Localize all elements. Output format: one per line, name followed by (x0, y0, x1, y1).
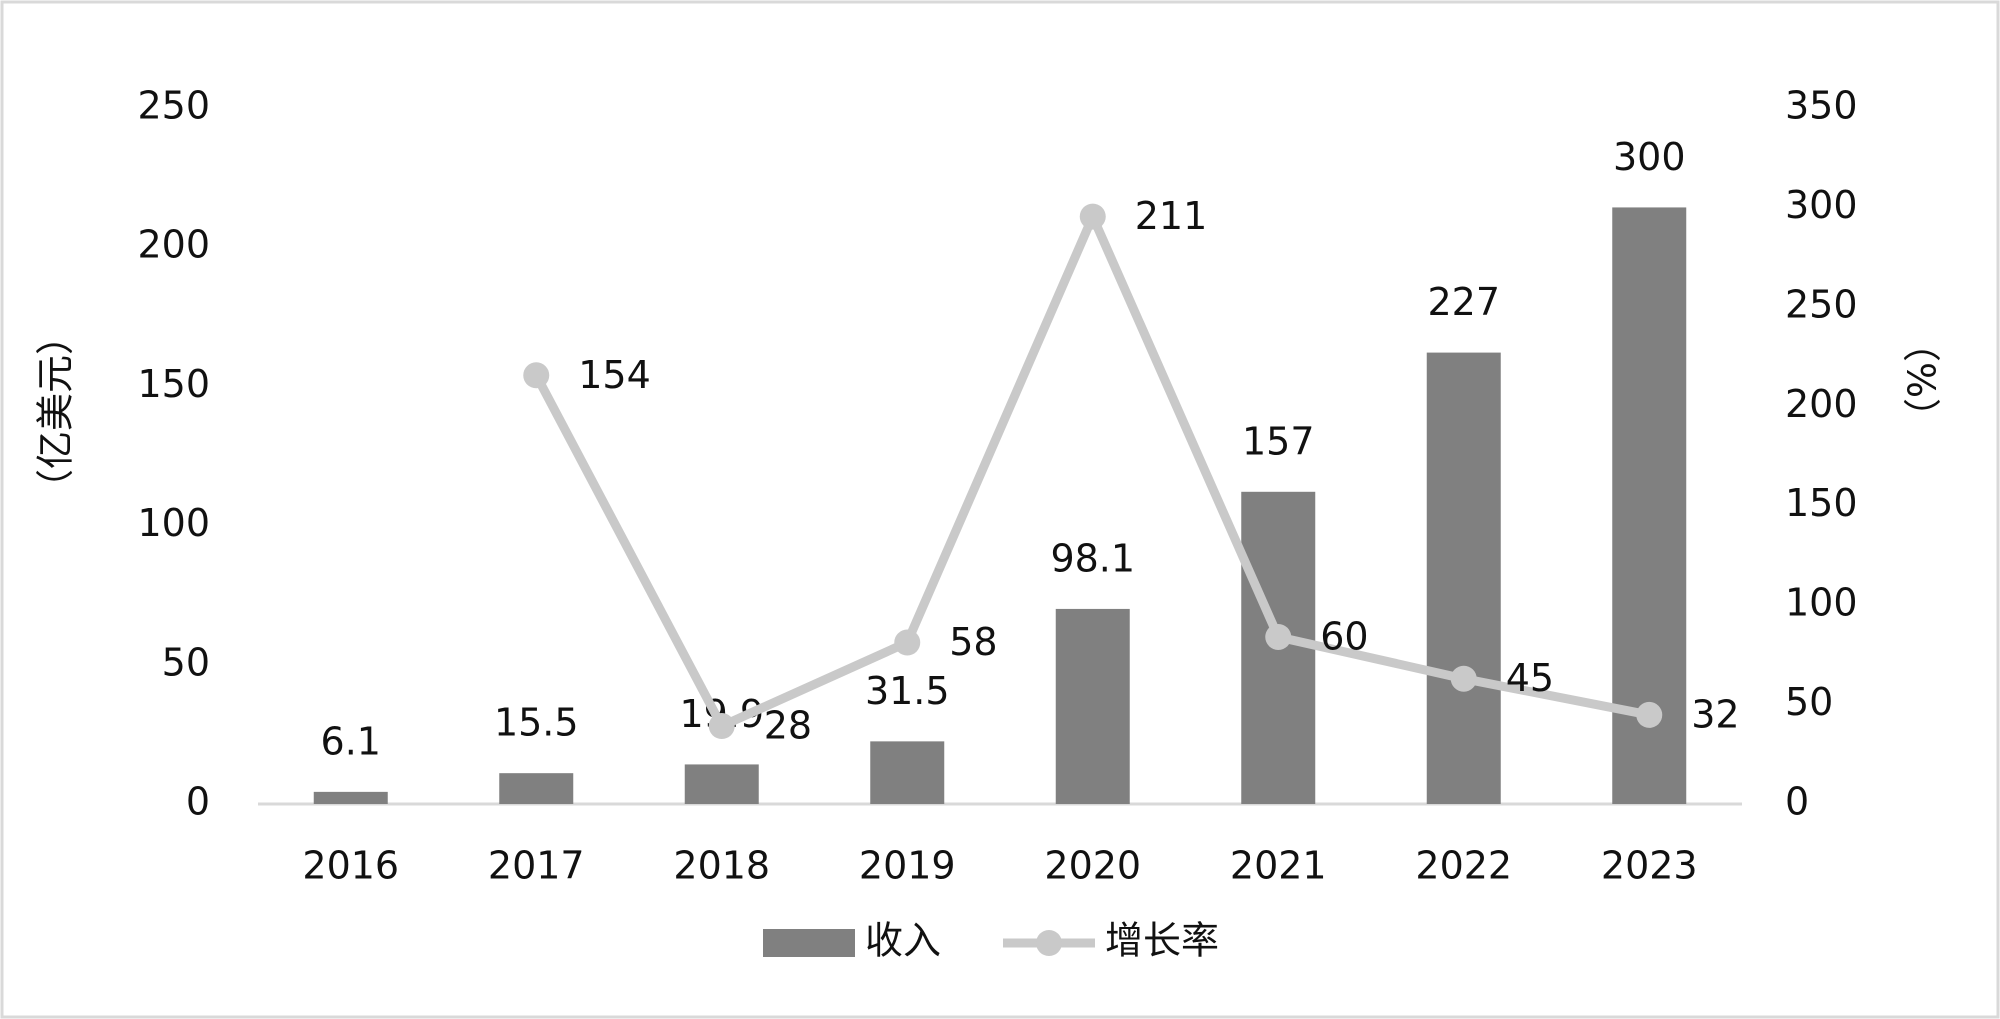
bar (499, 773, 574, 804)
line-marker (894, 629, 921, 656)
line-value-label: 58 (949, 620, 997, 664)
bar-value-label: 227 (1427, 280, 1500, 324)
bar-value-label: 15.5 (494, 701, 579, 745)
legend-label: 增长率 (1105, 919, 1219, 963)
y-tick-label: 200 (137, 223, 210, 267)
bar (313, 791, 388, 804)
bar-value-label: 300 (1613, 135, 1686, 179)
line-marker (1265, 623, 1292, 650)
y2-tick-label: 150 (1785, 481, 1858, 525)
y-axis-title: （亿美元） (34, 317, 78, 507)
line-marker (523, 362, 550, 389)
x-tick-label: 2017 (488, 844, 585, 888)
y2-tick-label: 250 (1785, 282, 1858, 326)
y2-tick-label: 50 (1785, 680, 1833, 724)
bar-value-label: 98.1 (1050, 536, 1135, 580)
line-marker (708, 713, 735, 740)
bar-value-label: 31.5 (865, 669, 950, 713)
bar (1055, 608, 1130, 804)
y2-tick-label: 350 (1785, 84, 1858, 128)
line-marker (1079, 203, 1106, 230)
y-tick-label: 150 (137, 362, 210, 406)
bar (870, 741, 945, 804)
line-marker (1636, 701, 1663, 728)
x-tick-label: 2021 (1230, 844, 1327, 888)
y2-tick-label: 100 (1785, 581, 1858, 625)
line-value-label: 60 (1320, 614, 1368, 658)
x-tick-label: 2022 (1415, 844, 1512, 888)
y2-tick-label: 0 (1785, 780, 1809, 824)
y-tick-label: 50 (162, 640, 210, 684)
y2-tick-label: 300 (1785, 183, 1858, 227)
y-tick-label: 0 (186, 780, 210, 824)
legend-swatch (763, 929, 855, 957)
legend-swatch (1036, 930, 1062, 956)
line-value-label: 32 (1691, 692, 1739, 736)
line-marker (1450, 665, 1477, 692)
bar-value-label: 6.1 (321, 719, 381, 763)
bar (684, 764, 759, 804)
y-tick-label: 250 (137, 84, 210, 128)
line-value-label: 211 (1135, 194, 1208, 238)
x-tick-label: 2018 (673, 844, 770, 888)
x-tick-label: 2019 (859, 844, 956, 888)
x-tick-label: 2016 (302, 844, 399, 888)
line-value-label: 154 (578, 353, 651, 397)
y2-axis-title: （%） (1899, 324, 1943, 436)
x-tick-label: 2020 (1044, 844, 1141, 888)
x-tick-label: 2023 (1601, 844, 1698, 888)
y2-tick-label: 200 (1785, 382, 1858, 426)
line-value-label: 28 (764, 704, 812, 748)
bar (1426, 352, 1501, 804)
bar-value-label: 157 (1242, 419, 1315, 463)
line-value-label: 45 (1506, 656, 1554, 700)
legend-label: 收入 (865, 919, 941, 963)
y-tick-label: 100 (137, 501, 210, 545)
